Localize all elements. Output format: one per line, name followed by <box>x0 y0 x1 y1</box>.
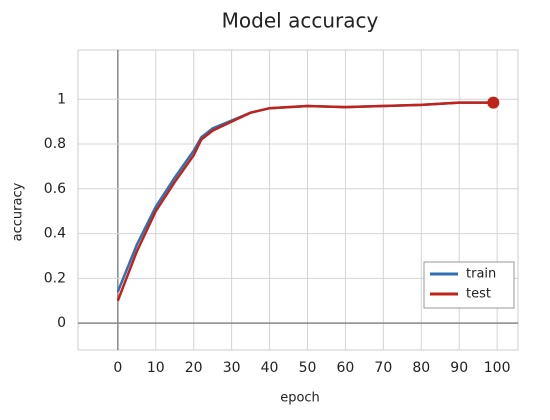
y-tick-label: 0 <box>57 315 66 331</box>
line-series <box>116 101 494 302</box>
x-tick-label: 50 <box>299 360 317 376</box>
x-tick-label: 0 <box>113 360 122 376</box>
y-tick-label: 0.2 <box>44 270 66 286</box>
y-tick-label: 1 <box>57 91 66 107</box>
legend-label: train <box>466 267 496 282</box>
x-tick-label: 10 <box>147 360 165 376</box>
y-tick-label: 0.4 <box>44 226 66 242</box>
y-tick-label: 0.8 <box>44 136 66 152</box>
x-tick-label: 20 <box>185 360 203 376</box>
x-tick-label: 90 <box>450 360 468 376</box>
x-tick-label: 30 <box>223 360 241 376</box>
end-marker <box>487 96 500 109</box>
x-tick-label: 70 <box>374 360 392 376</box>
y-tick-label: 0.6 <box>44 181 66 197</box>
y-axis-label: accuracy <box>11 182 26 241</box>
legend-label: test <box>466 287 491 302</box>
legend-box <box>423 261 515 309</box>
x-tick-label: 60 <box>336 360 354 376</box>
x-tick-label: 40 <box>261 360 279 376</box>
chart-title: Model accuracy <box>222 9 379 33</box>
x-tick-label: 100 <box>484 360 511 376</box>
x-axis-label: epoch <box>280 391 320 406</box>
x-tick-label: 80 <box>412 360 430 376</box>
